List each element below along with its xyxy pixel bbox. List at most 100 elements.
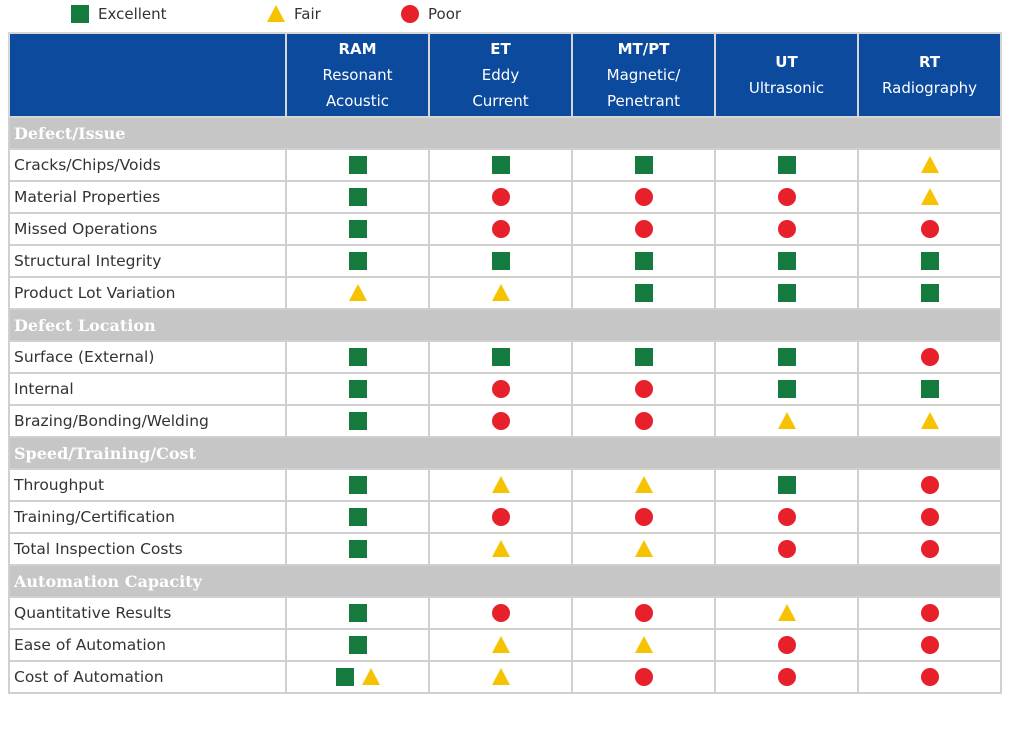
rating-cell — [285, 532, 430, 566]
rating-cell — [857, 148, 1002, 182]
row-label: Product Lot Variation — [8, 276, 287, 310]
rating-cell — [714, 628, 859, 662]
section-title: Defect Location — [8, 308, 1002, 342]
rating-icon — [634, 476, 653, 493]
rating-cell — [857, 180, 1002, 214]
data-row: Cracks/Chips/Voids — [8, 148, 1002, 182]
rating-icon — [777, 604, 796, 621]
section-row: Automation Capacity — [8, 564, 1002, 598]
rating-icon — [491, 604, 510, 622]
rating-cell — [857, 468, 1002, 502]
rating-cell — [428, 372, 573, 406]
rating-icon — [920, 476, 939, 494]
rating-icon — [348, 412, 367, 430]
rating-cell — [714, 212, 859, 246]
row-label: Throughput — [8, 468, 287, 502]
row-label: Missed Operations — [8, 212, 287, 246]
rating-cell — [571, 404, 716, 438]
rating-cell — [428, 340, 573, 374]
rating-cell — [428, 148, 573, 182]
rating-icon — [348, 636, 367, 654]
rating-cell — [571, 180, 716, 214]
rating-cell — [714, 276, 859, 310]
rating-icon — [777, 380, 796, 398]
rating-icon — [491, 476, 510, 493]
column-name: Current — [472, 92, 529, 110]
data-row: Material Properties — [8, 180, 1002, 214]
rating-icon — [777, 220, 796, 238]
rating-icon — [348, 476, 367, 494]
legend-label: Poor — [428, 5, 462, 23]
rating-icon — [920, 508, 939, 526]
rating-cell — [285, 340, 430, 374]
rating-icon — [491, 252, 510, 270]
rating-icon — [491, 668, 510, 685]
rating-cell — [857, 372, 1002, 406]
rating-icon — [634, 252, 653, 270]
rating-icon — [491, 348, 510, 366]
rating-cell — [714, 596, 859, 630]
rating-icon — [348, 188, 367, 206]
row-label: Material Properties — [8, 180, 287, 214]
rating-cell — [285, 468, 430, 502]
rating-cell — [285, 404, 430, 438]
rating-cell — [571, 596, 716, 630]
rating-icon — [634, 668, 653, 686]
header-cell: RAM Resonant Acoustic — [285, 32, 430, 118]
rating-cell — [857, 244, 1002, 278]
rating-icon — [777, 476, 796, 494]
rating-icon — [777, 508, 796, 526]
rating-icon — [777, 252, 796, 270]
data-row: Structural Integrity — [8, 244, 1002, 278]
rating-icon — [491, 412, 510, 430]
column-code: ET — [490, 40, 511, 58]
rating-icon — [634, 348, 653, 366]
rating-cell — [714, 372, 859, 406]
column-name: Ultrasonic — [748, 79, 825, 97]
rating-icon — [634, 540, 653, 557]
rating-icon — [920, 540, 939, 558]
rating-icon — [634, 636, 653, 653]
rating-icon — [777, 348, 796, 366]
column-name: Resonant — [322, 66, 393, 84]
rating-cell — [857, 532, 1002, 566]
rating-icon — [71, 5, 89, 23]
rating-cell — [285, 276, 430, 310]
legend: Excellent Fair Poor — [0, 0, 1020, 30]
section-row: Speed/Training/Cost — [8, 436, 1002, 470]
rating-cell — [714, 532, 859, 566]
rating-cell — [714, 468, 859, 502]
row-label: Brazing/Bonding/Welding — [8, 404, 287, 438]
header-cell: ET Eddy Current — [428, 32, 573, 118]
rating-icon — [348, 220, 367, 238]
rating-cell — [285, 372, 430, 406]
data-row: Brazing/Bonding/Welding — [8, 404, 1002, 438]
rating-icon — [348, 380, 367, 398]
rating-icon — [920, 412, 939, 429]
data-row: Missed Operations — [8, 212, 1002, 246]
rating-icon — [634, 220, 653, 238]
row-label: Internal — [8, 372, 287, 406]
rating-cell — [571, 244, 716, 278]
rating-icon — [777, 540, 796, 558]
data-row: Quantitative Results — [8, 596, 1002, 630]
row-label: Cost of Automation — [8, 660, 287, 694]
data-row: Internal — [8, 372, 1002, 406]
rating-cell — [428, 212, 573, 246]
rating-cell — [285, 660, 430, 694]
rating-cell — [428, 500, 573, 534]
rating-cell — [285, 244, 430, 278]
rating-icon — [920, 348, 939, 366]
rating-icon — [491, 508, 510, 526]
rating-cell — [714, 180, 859, 214]
rating-cell — [714, 404, 859, 438]
rating-icon — [348, 604, 367, 622]
rating-icon — [267, 5, 285, 22]
rating-cell — [714, 500, 859, 534]
column-name: Radiography — [882, 79, 977, 97]
rating-icon — [491, 156, 510, 174]
rating-cell — [285, 148, 430, 182]
rating-cell — [428, 596, 573, 630]
row-label: Ease of Automation — [8, 628, 287, 662]
rating-icon — [634, 380, 653, 398]
